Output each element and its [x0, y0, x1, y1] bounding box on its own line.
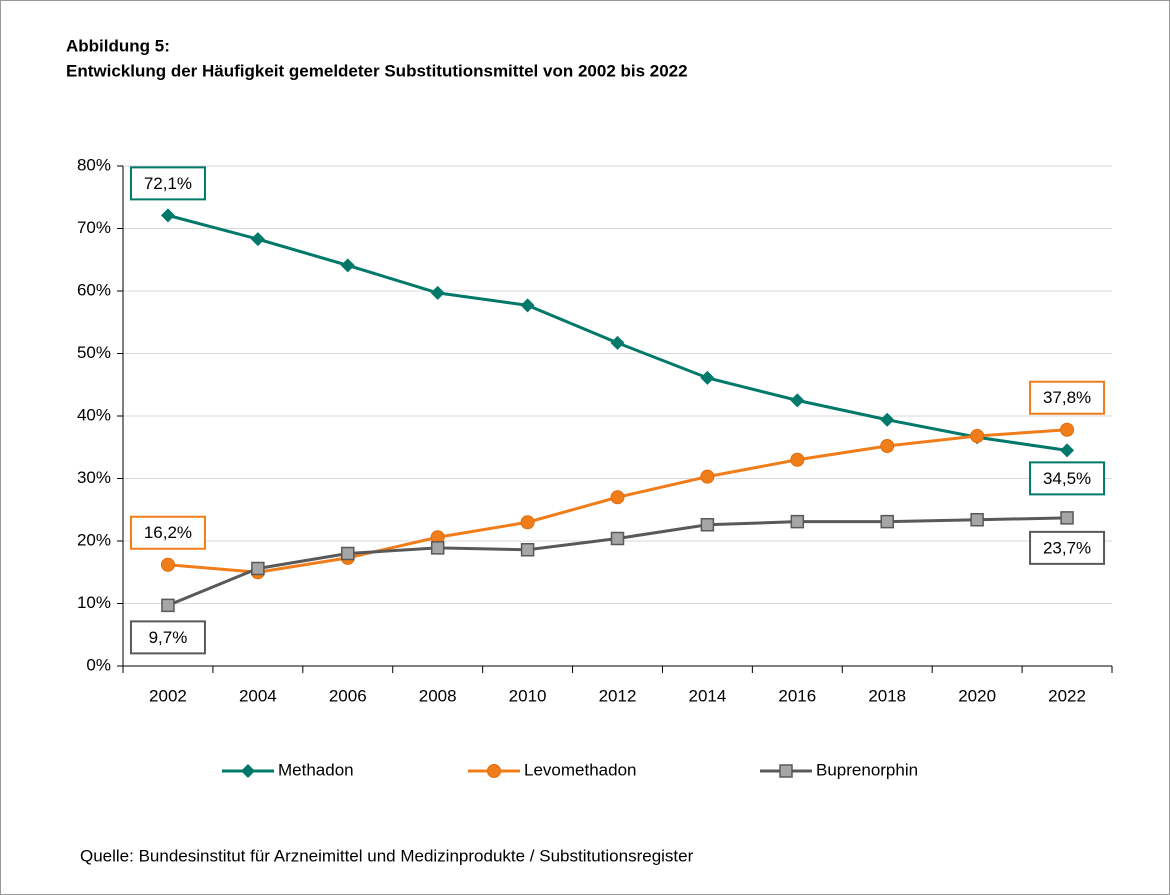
x-tick-label: 2002 — [149, 686, 187, 705]
y-tick-label: 30% — [77, 468, 111, 487]
x-tick-label: 2022 — [1048, 686, 1086, 705]
point — [1060, 443, 1075, 458]
point — [341, 546, 355, 561]
point — [970, 429, 985, 443]
point — [520, 515, 535, 530]
point — [430, 541, 445, 555]
label-box — [129, 166, 206, 201]
y-tick-label: 60% — [77, 280, 111, 299]
data-label: 72,1% — [144, 174, 192, 193]
point — [1060, 511, 1074, 525]
y-tick-label: 20% — [77, 530, 111, 549]
x-tick-label: 2008 — [419, 686, 457, 705]
point — [610, 335, 625, 350]
y-tick-label: 10% — [77, 593, 111, 612]
x-tick-label: 2020 — [958, 686, 996, 705]
x-tick-label: 2004 — [239, 686, 277, 705]
x-tick-label: 2018 — [868, 686, 906, 705]
point — [161, 598, 175, 613]
data-label: 37,8% — [1043, 388, 1091, 407]
point — [250, 232, 265, 247]
legend-marker — [241, 764, 255, 778]
chart-subtitle: Entwicklung der Häufigkeit gemeldeter Su… — [66, 61, 688, 80]
point — [880, 412, 895, 427]
point — [610, 490, 625, 505]
point — [430, 285, 445, 300]
point — [700, 518, 715, 532]
y-tick-label: 0% — [86, 655, 111, 674]
x-tick-label: 2014 — [688, 686, 726, 705]
label-box — [1029, 530, 1106, 565]
point — [160, 208, 175, 223]
label-box — [1029, 461, 1106, 496]
data-label: 16,2% — [144, 523, 192, 542]
point — [251, 561, 265, 576]
point — [340, 258, 355, 273]
point — [700, 370, 715, 385]
legend-marker — [779, 764, 793, 778]
point — [880, 439, 895, 453]
legend-marker — [487, 764, 501, 778]
point — [160, 557, 175, 572]
label-box — [129, 620, 206, 655]
data-label: 34,5% — [1043, 469, 1091, 488]
source: Quelle: Bundesinstitut für Arzneimittel … — [80, 846, 694, 865]
x-tick-label: 2012 — [599, 686, 637, 705]
chart-title: Abbildung 5: — [66, 36, 170, 55]
point — [790, 393, 805, 408]
x-tick-label: 2016 — [778, 686, 816, 705]
x-tick-label: 2010 — [509, 686, 547, 705]
label-box — [1029, 380, 1106, 415]
legend-label: Buprenorphin — [816, 760, 918, 779]
point — [520, 543, 535, 557]
point — [1060, 422, 1075, 437]
point — [700, 469, 715, 484]
point — [880, 514, 894, 529]
point — [610, 531, 625, 546]
data-label: 9,7% — [149, 628, 188, 647]
y-tick-label: 40% — [77, 405, 111, 424]
x-tick-label: 2006 — [329, 686, 367, 705]
point — [790, 452, 805, 467]
point — [970, 513, 984, 527]
data-label: 23,7% — [1043, 538, 1091, 557]
point — [790, 514, 805, 529]
y-tick-label: 50% — [77, 343, 111, 362]
legend-label: Methadon — [278, 760, 354, 779]
y-tick-label: 80% — [77, 155, 111, 174]
legend-label: Levomethadon — [524, 760, 636, 779]
y-tick-label: 70% — [77, 218, 111, 237]
label-box — [129, 515, 206, 550]
point — [520, 298, 535, 313]
